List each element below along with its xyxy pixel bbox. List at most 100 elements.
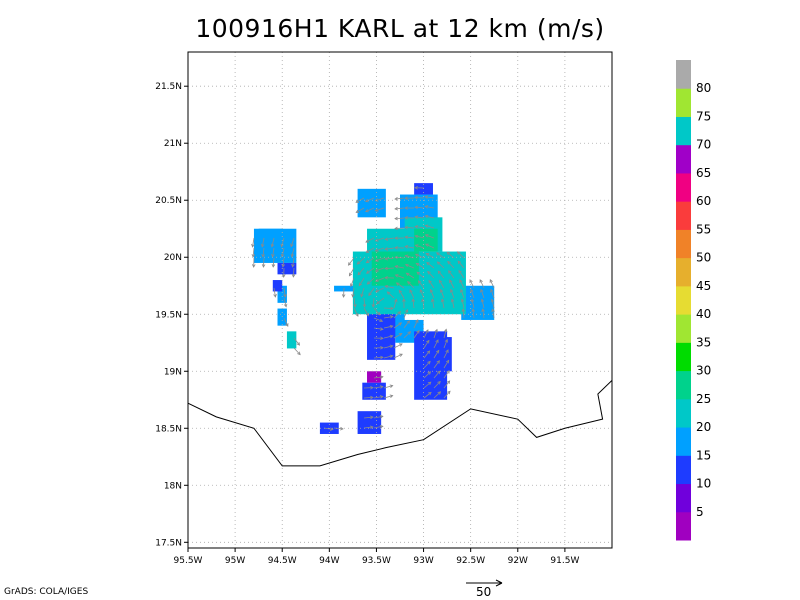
wind-vector-head (251, 243, 255, 248)
wind-vector-head (398, 333, 403, 337)
wind-vector-head (355, 313, 359, 317)
wind-vector-head (445, 349, 449, 353)
wind-speed-cell (277, 308, 287, 326)
wind-vector (472, 309, 475, 319)
wind-vector (423, 371, 431, 379)
wind-vector (373, 415, 383, 419)
wind-vector-head (390, 306, 394, 311)
wind-vector-head (404, 308, 409, 313)
wind-vector-head (291, 274, 296, 278)
longitude-tick-label: 91.5W (550, 556, 579, 566)
wind-vector (480, 289, 485, 299)
wind-vector-head (428, 391, 432, 396)
wind-vector-head (480, 298, 485, 303)
wind-vector-head (379, 424, 384, 429)
wind-vector (375, 287, 385, 293)
wind-vector (433, 329, 438, 339)
wind-vector (366, 257, 375, 264)
wind-vector (272, 247, 275, 257)
wind-vector (415, 216, 425, 219)
wind-vector (460, 289, 465, 299)
wind-vector-head (411, 298, 416, 302)
wind-vector (461, 299, 465, 309)
wind-vector-head (449, 279, 453, 284)
wind-vector (457, 251, 465, 259)
wind-vector (425, 196, 435, 199)
colorbar-label: 25 (696, 392, 711, 406)
wind-vector-head (365, 239, 369, 243)
wind-vector (433, 370, 441, 379)
wind-vector (405, 245, 415, 249)
wind-vector-head (415, 319, 419, 323)
wind-vector-head (368, 292, 372, 297)
wind-vector-head (283, 303, 288, 308)
wind-vector-head (386, 291, 391, 295)
wind-vector (375, 267, 385, 272)
wind-vector-head (436, 370, 441, 375)
wind-vector-head (426, 339, 430, 344)
reference-vector-head (495, 579, 503, 587)
wind-vector-head (417, 280, 422, 284)
wind-vector (415, 235, 425, 239)
wind-vector-head (447, 260, 451, 265)
wind-vector-head (399, 353, 403, 357)
reference-vector-label: 50 (476, 585, 492, 599)
wind-vector (459, 279, 465, 289)
wind-vector-head (461, 308, 466, 312)
wind-vector (357, 267, 365, 276)
wind-vector-head (370, 395, 374, 400)
wind-vector (291, 247, 295, 257)
wind-vector (383, 345, 393, 349)
wind-vector (393, 343, 403, 349)
wind-vector-head (291, 263, 295, 268)
wind-vector-head (425, 329, 429, 333)
wind-vector-head (394, 265, 399, 269)
wind-vector-head (379, 395, 384, 399)
wind-vector (252, 237, 255, 247)
wind-vector (433, 339, 439, 349)
wind-vector-head (365, 312, 369, 317)
wind-vector (366, 267, 375, 274)
wind-vector (430, 289, 435, 299)
wind-vector-head (384, 266, 388, 271)
wind-vector (433, 391, 441, 399)
wind-vector-head (416, 329, 420, 334)
wind-vector (412, 299, 415, 309)
wind-vector-head (414, 215, 419, 219)
wind-vector-head (374, 238, 379, 242)
wind-vector-head (251, 264, 256, 268)
colorbar-label: 5 (696, 505, 704, 519)
wind-vector (403, 320, 410, 329)
wind-vector (393, 333, 403, 339)
wind-vector (393, 322, 402, 329)
latitude-tick-label: 21N (164, 139, 182, 149)
reference-vector (466, 579, 503, 587)
map-frame (187, 51, 613, 549)
wind-speed-cell (461, 285, 495, 320)
wind-vector (406, 272, 415, 279)
wind-vector (423, 329, 429, 339)
colorbar-label: 50 (696, 251, 711, 265)
wind-vector-head (428, 279, 432, 284)
wind-speed-cell (357, 188, 386, 218)
wind-vector-head (384, 284, 389, 289)
wind-vector (352, 287, 355, 297)
wind-vector-head (426, 350, 431, 354)
wind-vector-head (374, 198, 379, 202)
wind-vector (383, 307, 394, 309)
colorbar-swatch (676, 229, 691, 259)
wind-vector (385, 237, 395, 240)
wind-vector-head (371, 304, 376, 308)
wind-vector (283, 287, 286, 297)
wind-vector-head (394, 246, 398, 250)
wind-vector-head (414, 244, 419, 248)
wind-vector-head (380, 355, 384, 360)
colorbar-swatch (676, 116, 691, 146)
wind-vector-head (457, 260, 462, 265)
latitude-tick-label: 19.5N (155, 310, 182, 320)
credit-text: GrADS: COLA/IGES (4, 587, 89, 597)
wind-vector (373, 327, 383, 330)
colorbar-label: 20 (696, 420, 711, 434)
wind-vector-head (443, 328, 448, 333)
wind-vector-head (404, 225, 408, 230)
